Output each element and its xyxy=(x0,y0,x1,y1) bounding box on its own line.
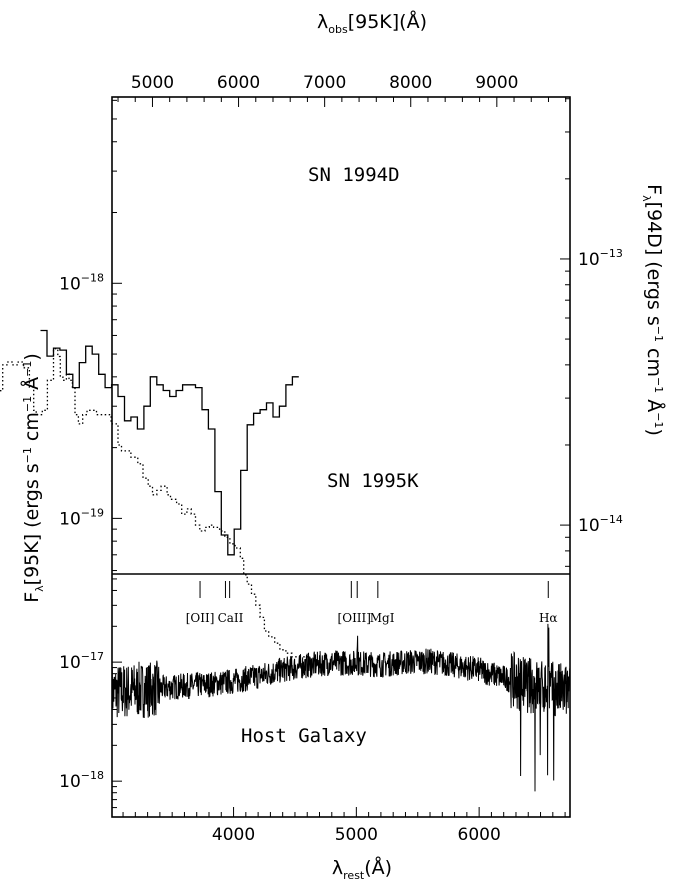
right-top-tick-label: 10−13 xyxy=(578,247,623,270)
bottom-axis-title-rest: (Å) xyxy=(364,856,392,879)
tick-base: 10 xyxy=(59,509,81,529)
line-marker-label: Hα xyxy=(539,611,558,625)
left-top-tick-label: 10−18 xyxy=(59,271,104,294)
top-axis-title-sub: obs xyxy=(328,23,348,36)
right-top-tick-label: 10−14 xyxy=(578,513,623,536)
right-axis-title-rest: [94D] (ergs s xyxy=(643,202,665,326)
left-axis-title-mid: cm xyxy=(21,412,43,447)
tick-base: 10 xyxy=(59,274,81,294)
top-axis-ticks: 5000 6000 7000 8000 9000 xyxy=(117,73,567,107)
line-marker-label: [OIII] xyxy=(338,611,371,625)
tick-base: 10 xyxy=(578,250,600,270)
top-axis-title: λobs[95K](Å) xyxy=(317,10,427,36)
tick-exponent: −19 xyxy=(81,506,104,519)
host-galaxy-label: Host Galaxy xyxy=(241,725,367,747)
right-axis-title-main: F xyxy=(643,184,665,195)
right-axis-title-mid: cm xyxy=(643,342,665,377)
bottom-tick-label: 5000 xyxy=(335,825,378,845)
bottom-panel-series xyxy=(111,623,571,792)
bottom-tick-label: 6000 xyxy=(458,825,501,845)
host-galaxy-spectrum xyxy=(111,623,571,792)
tick-exponent: −17 xyxy=(81,650,104,663)
left-axis-title: Fλ[95K] (ergs s−1 cm−1 Å−1) xyxy=(20,353,46,603)
sn1995k-label: SN 1995K xyxy=(327,470,419,492)
right-axis-title: Fλ[94D] (ergs s−1 cm−1 Å−1) xyxy=(640,184,666,436)
tick-base: 10 xyxy=(59,772,81,792)
spectral-line-markers: [OII] CaII [OIII]MgI Hα xyxy=(186,581,558,625)
left-axis-title-main: F xyxy=(21,592,43,603)
tick-base: 10 xyxy=(578,516,600,536)
plot-frame xyxy=(111,96,571,818)
left-bottom-tick-label: 10−18 xyxy=(59,769,104,792)
tick-exponent: −14 xyxy=(600,513,623,526)
tick-base: 10 xyxy=(59,653,81,673)
tick-exponent: −18 xyxy=(81,271,104,284)
top-tick-label: 8000 xyxy=(389,73,432,93)
sn1994d-label: SN 1994D xyxy=(308,164,400,186)
left-axis-title-rest: [95K] (ergs s xyxy=(21,463,43,585)
bottom-axis-ticks: 4000 5000 6000 xyxy=(122,807,566,845)
left-axis-title-a: Å xyxy=(20,377,43,396)
sn1994d-spectrum xyxy=(0,348,311,658)
top-tick-label: 5000 xyxy=(131,73,174,93)
top-tick-label: 6000 xyxy=(217,73,260,93)
bottom-axis-title-main: λ xyxy=(332,857,343,879)
top-tick-label: 7000 xyxy=(303,73,346,93)
line-marker-label: [OII] xyxy=(186,611,215,625)
left-axis-title-sup1: −1 xyxy=(21,447,34,463)
tick-exponent: −18 xyxy=(81,769,104,782)
line-marker-label: CaII xyxy=(218,611,244,625)
bottom-tick-label: 4000 xyxy=(212,825,255,845)
right-axis-title-sup2: −1 xyxy=(652,377,665,393)
top-axis-title-rest: [95K](Å) xyxy=(348,10,427,33)
top-axis-title-main: λ xyxy=(317,11,328,33)
left-axis-title-sup3: −1 xyxy=(21,361,34,377)
top-tick-label: 9000 xyxy=(475,73,518,93)
right-axis-title-a: Å xyxy=(643,393,666,412)
left-axis-title-sub: λ xyxy=(33,585,46,592)
right-axis-title-sup3: −1 xyxy=(652,412,665,428)
left-top-tick-label: 10−19 xyxy=(59,506,104,529)
left-axis-title-end: ) xyxy=(21,353,43,360)
bottom-axis-title-sub: rest xyxy=(343,869,365,882)
left-axis-title-sup2: −1 xyxy=(21,396,34,412)
top-panel-series xyxy=(0,329,311,658)
sn1995k-spectrum xyxy=(40,329,299,556)
tick-exponent: −13 xyxy=(600,247,623,260)
bottom-axis-title: λrest(Å) xyxy=(332,856,392,882)
right-axis-title-sup1: −1 xyxy=(652,326,665,342)
line-marker-label: MgI xyxy=(370,611,395,625)
right-axis-title-sub: λ xyxy=(640,195,653,202)
left-bottom-tick-label: 10−17 xyxy=(59,650,104,673)
right-axis-title-end: ) xyxy=(643,428,665,435)
